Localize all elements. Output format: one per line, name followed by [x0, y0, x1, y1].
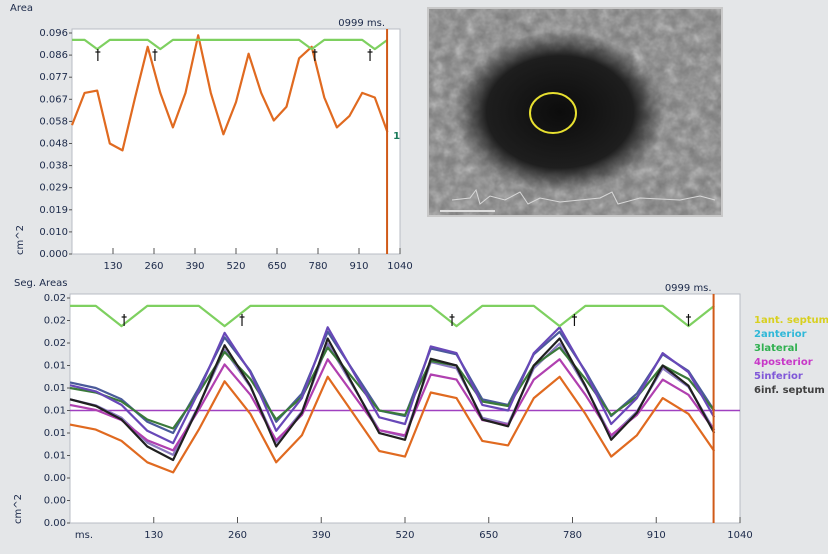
x-tick-label: 910 [647, 530, 666, 541]
x-tick-label: 390 [185, 261, 204, 272]
legend-entry: 3lateral [754, 343, 798, 354]
x-tick-label: 780 [308, 261, 327, 272]
x-tick-label: 1040 [387, 261, 412, 272]
y-tick-label: 0.010 [39, 227, 68, 238]
y-tick-label: 0.000 [39, 249, 68, 260]
legend-entry: 6inf. septum [754, 385, 825, 396]
y-tick-label: 0.086 [39, 50, 68, 61]
y-tick-label: 0.01 [44, 383, 66, 394]
x-tick-label: 1040 [727, 530, 752, 541]
y-tick-label: 0.02 [44, 293, 66, 304]
page: Area 0999 ms. cm^2 0.000 0.010 0.019 0.029 0.03… [0, 0, 828, 554]
screen: Area 0999 ms. cm^2 0.000 0.010 0.019 0.029 0.03… [0, 0, 828, 554]
y-tick-label: 0.077 [39, 72, 68, 83]
x-tick-label: 260 [144, 261, 163, 272]
y-tick-label: 0.019 [39, 205, 68, 216]
cursor-label: 0999 ms. [665, 283, 712, 294]
x-tick-label: 780 [563, 530, 582, 541]
y-tick-label: 0.01 [44, 428, 66, 439]
x-tick-label: 650 [267, 261, 286, 272]
y-tick-label: 0.067 [39, 94, 68, 105]
x-tick-label: 130 [103, 261, 122, 272]
chart-title: Area [10, 3, 33, 14]
ultrasound-image [428, 8, 722, 216]
y-tick-label: 0.02 [44, 316, 66, 327]
y-tick-label: 0.096 [39, 28, 68, 39]
y-tick-label: 0.058 [39, 116, 68, 127]
chart-title: Seg. Areas [14, 278, 67, 289]
y-tick-label: 0.00 [44, 518, 66, 529]
y-tick-label: 0.01 [44, 361, 66, 372]
legend-entry: 2anterior [754, 329, 807, 340]
y-tick-label: 0.038 [39, 161, 68, 172]
cursor-label: 0999 ms. [338, 18, 385, 29]
y-axis-label: cm^2 [13, 494, 24, 524]
x-tick-label: 650 [479, 530, 498, 541]
x-tick-label: 520 [226, 261, 245, 272]
x-tick-label: 910 [349, 261, 368, 272]
y-tick-label: 0.00 [44, 473, 66, 484]
x-tick-label: 390 [312, 530, 331, 541]
x-tick-label: 260 [228, 530, 247, 541]
legend-entry: 1ant. septum [754, 315, 828, 326]
y-tick-label: 0.01 [44, 451, 66, 462]
y-tick-label: 0.029 [39, 183, 68, 194]
annotation: 1 [393, 131, 400, 142]
x-tick-label: 130 [144, 530, 163, 541]
x-unit-label: ms. [75, 530, 93, 541]
legend-entry: 4posterior [754, 357, 813, 368]
legend-entry: 5inferior [754, 371, 803, 382]
y-tick-label: 0.00 [44, 496, 66, 507]
x-tick-label: 520 [395, 530, 414, 541]
y-tick-label: 0.048 [39, 139, 68, 150]
plot-area [72, 29, 400, 254]
y-tick-label: 0.02 [44, 338, 66, 349]
y-tick-label: 0.01 [44, 406, 66, 417]
y-axis-label: cm^2 [15, 225, 26, 255]
